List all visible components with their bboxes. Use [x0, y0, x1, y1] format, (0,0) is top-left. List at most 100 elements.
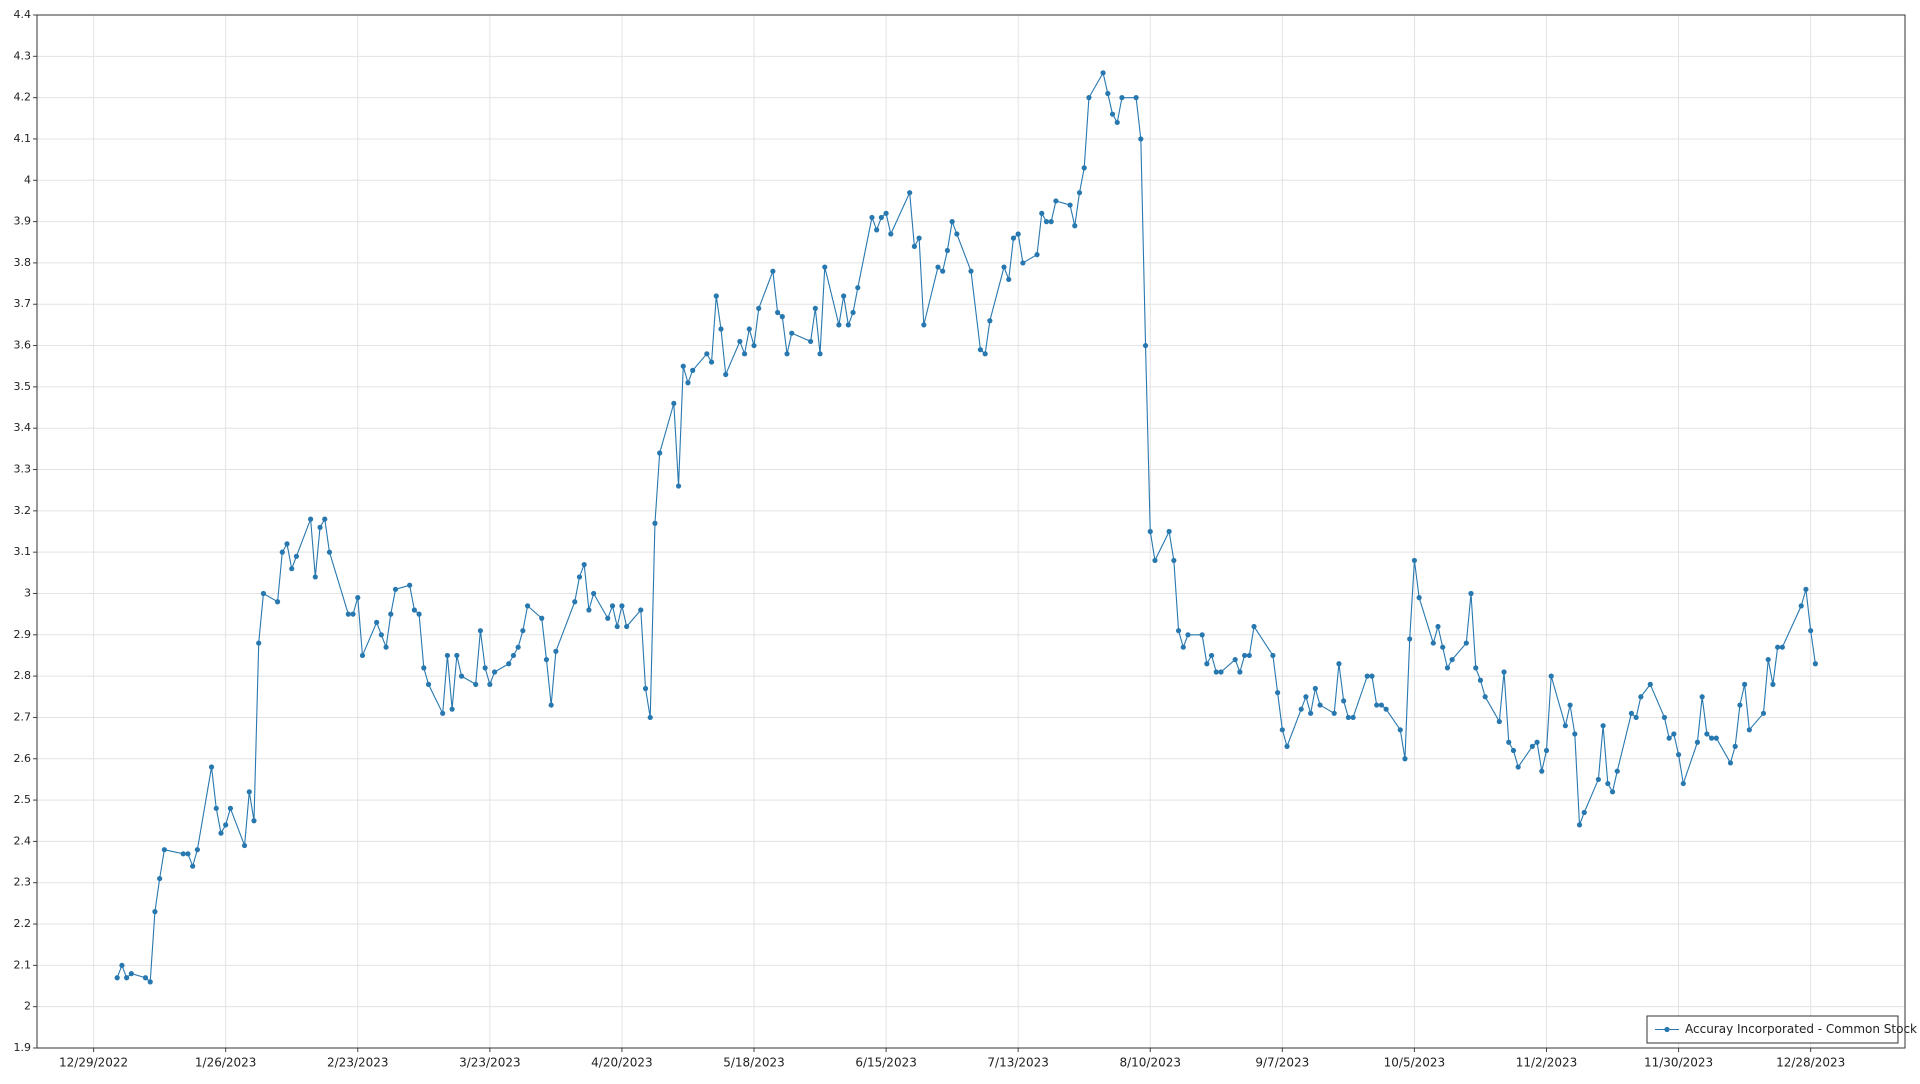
data-point: [1043, 219, 1050, 225]
data-point: [312, 574, 318, 580]
y-tick-label: 3: [24, 586, 31, 599]
data-point: [1581, 809, 1587, 816]
data-point: [751, 342, 757, 349]
data-point: [1605, 780, 1611, 787]
data-point: [180, 851, 186, 857]
data-point: [718, 326, 724, 332]
data-point: [1727, 760, 1734, 766]
data-point: [1600, 723, 1606, 729]
data-point: [1468, 590, 1474, 597]
data-point: [605, 615, 611, 621]
data-point: [1609, 789, 1616, 795]
data-point: [1199, 632, 1205, 638]
data-point: [1378, 702, 1384, 708]
data-point: [940, 268, 946, 274]
data-point: [671, 400, 677, 407]
data-point: [1114, 119, 1120, 126]
data-point: [482, 665, 488, 671]
data-point: [1246, 652, 1252, 659]
data-point: [878, 214, 884, 221]
data-point: [374, 619, 380, 626]
data-point: [911, 243, 917, 249]
x-tick-label: 6/15/2023: [855, 1056, 917, 1070]
x-tick-label: 7/13/2023: [987, 1056, 1049, 1070]
data-point: [1105, 90, 1111, 97]
data-point: [1671, 731, 1677, 737]
data-point: [246, 789, 252, 795]
data-point: [1048, 219, 1054, 225]
data-point: [779, 314, 785, 320]
legend-label: Accuray Incorporated - Common Stock: [1685, 1022, 1917, 1036]
y-tick-label: 3.2: [14, 504, 32, 517]
data-point: [416, 611, 422, 617]
data-point: [251, 818, 257, 824]
data-point: [1166, 528, 1172, 535]
data-point: [1303, 694, 1309, 700]
y-tick-label: 3.4: [14, 421, 32, 434]
data-point: [1180, 644, 1186, 650]
data-point: [1746, 727, 1752, 733]
data-point: [147, 979, 153, 985]
data-point: [888, 231, 894, 237]
data-point: [1218, 669, 1224, 675]
data-point: [1251, 623, 1257, 630]
data-point: [954, 231, 960, 237]
data-point: [808, 338, 814, 345]
data-point: [1808, 628, 1814, 634]
data-point: [1473, 665, 1479, 671]
y-tick-label: 3.3: [14, 463, 32, 476]
data-point: [874, 227, 880, 233]
plot-frame: [36, 14, 1906, 1049]
data-point: [411, 607, 417, 613]
y-tick-label: 4.4: [14, 8, 32, 21]
data-point: [1407, 636, 1413, 642]
data-point: [657, 450, 663, 456]
data-point: [1440, 644, 1446, 650]
y-tick-label: 1.9: [14, 1041, 32, 1054]
data-point: [944, 247, 951, 254]
data-point: [817, 351, 823, 357]
data-point: [756, 305, 762, 311]
data-point: [1501, 669, 1507, 675]
data-point: [855, 285, 861, 291]
data-point: [1779, 644, 1785, 650]
data-point: [1298, 706, 1304, 712]
data-point: [510, 652, 517, 659]
data-point: [576, 574, 583, 580]
data-point: [539, 615, 545, 621]
data-point: [770, 268, 776, 274]
data-point: [1449, 656, 1455, 663]
data-point: [213, 805, 219, 811]
data-point: [1572, 731, 1578, 737]
data-point: [227, 805, 234, 811]
data-point: [1647, 681, 1653, 687]
data-point: [1241, 652, 1248, 659]
data-point: [836, 322, 842, 328]
data-point: [520, 628, 526, 634]
data-point: [1770, 681, 1776, 687]
x-tick-label: 10/5/2023: [1384, 1056, 1446, 1070]
data-point: [491, 669, 498, 675]
data-point: [1732, 743, 1738, 749]
data-point: [977, 347, 984, 353]
data-point: [326, 549, 333, 555]
data-point: [883, 210, 889, 216]
data-point: [1435, 623, 1441, 630]
data-point: [591, 590, 597, 597]
y-tick-label: 4.1: [14, 132, 32, 145]
data-point: [1152, 557, 1158, 564]
data-point: [1416, 595, 1422, 601]
data-point: [1364, 673, 1370, 679]
data-point: [506, 661, 512, 667]
data-point: [1001, 264, 1007, 270]
y-tick-label: 2.2: [14, 917, 32, 930]
data-point: [746, 326, 752, 332]
data-point: [1067, 202, 1073, 208]
data-point: [1331, 710, 1337, 716]
data-point: [1534, 739, 1540, 745]
data-point: [1496, 718, 1502, 725]
data-point: [1015, 231, 1021, 237]
data-point: [1713, 735, 1719, 741]
data-point: [774, 309, 781, 316]
data-point: [704, 351, 710, 357]
